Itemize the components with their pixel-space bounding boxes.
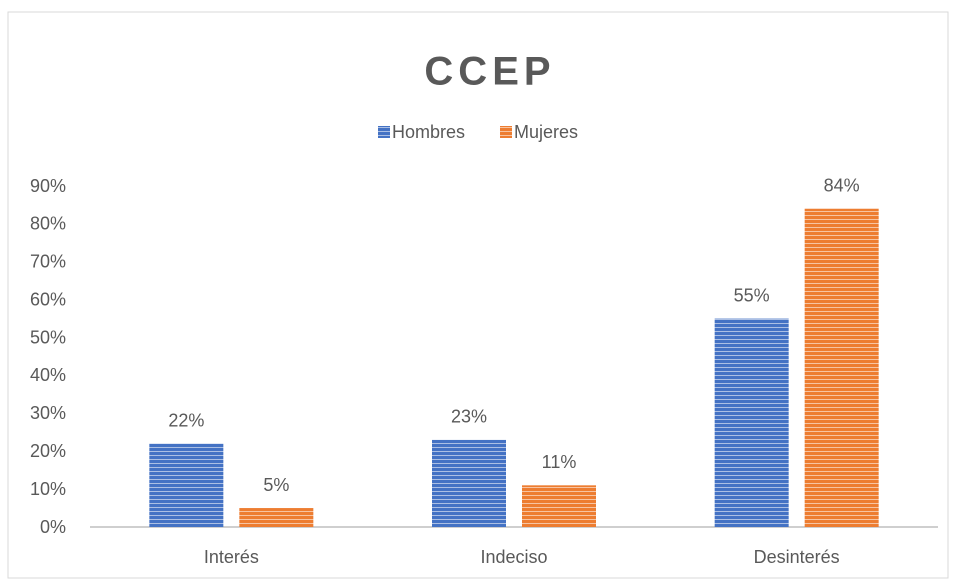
x-tick-label: Interés — [204, 547, 259, 567]
y-tick-label: 30% — [30, 403, 66, 423]
y-tick-label: 0% — [40, 517, 66, 537]
y-tick-label: 20% — [30, 441, 66, 461]
y-tick-label: 80% — [30, 214, 66, 234]
y-tick-label: 60% — [30, 289, 66, 309]
y-tick-label: 10% — [30, 479, 66, 499]
bar — [149, 443, 224, 527]
y-tick-label: 70% — [30, 252, 66, 272]
legend-swatch — [500, 126, 512, 138]
data-label: 11% — [542, 452, 577, 472]
legend-label: Hombres — [392, 122, 465, 142]
bar — [522, 485, 596, 527]
y-tick-label: 40% — [30, 365, 66, 385]
bar — [432, 439, 506, 527]
x-tick-label: Desinterés — [754, 547, 840, 567]
bar — [804, 208, 879, 527]
data-label: 84% — [824, 175, 860, 195]
chart-title: CCEP — [424, 50, 555, 94]
y-tick-label: 50% — [30, 327, 66, 347]
bar — [239, 508, 314, 527]
y-tick-label: 90% — [30, 176, 66, 196]
data-label: 55% — [734, 285, 770, 305]
data-label: 5% — [263, 475, 289, 495]
legend-label: Mujeres — [514, 122, 578, 142]
data-label: 22% — [168, 410, 204, 430]
x-tick-label: Indeciso — [480, 547, 547, 567]
data-label: 23% — [451, 407, 487, 427]
bar — [714, 318, 789, 527]
legend-swatch — [378, 126, 390, 138]
